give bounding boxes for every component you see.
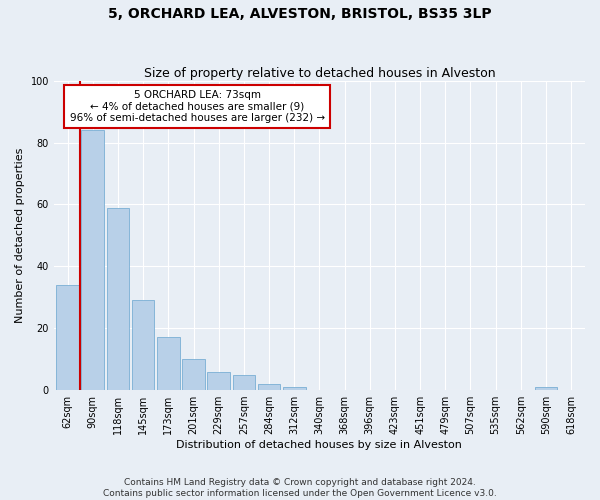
Text: 5 ORCHARD LEA: 73sqm
← 4% of detached houses are smaller (9)
96% of semi-detache: 5 ORCHARD LEA: 73sqm ← 4% of detached ho… [70,90,325,123]
Bar [82,130,104,390]
Bar [208,372,230,390]
Bar [535,387,557,390]
Y-axis label: Number of detached properties: Number of detached properties [15,148,25,323]
Bar [56,285,79,390]
Title: Size of property relative to detached houses in Alveston: Size of property relative to detached ho… [143,66,495,80]
X-axis label: Distribution of detached houses by size in Alveston: Distribution of detached houses by size … [176,440,463,450]
Bar [107,208,130,390]
Bar [283,387,305,390]
Bar [132,300,154,390]
Bar [258,384,280,390]
Text: Contains HM Land Registry data © Crown copyright and database right 2024.
Contai: Contains HM Land Registry data © Crown c… [103,478,497,498]
Bar [157,338,179,390]
Bar [182,359,205,390]
Text: 5, ORCHARD LEA, ALVESTON, BRISTOL, BS35 3LP: 5, ORCHARD LEA, ALVESTON, BRISTOL, BS35 … [108,8,492,22]
Bar [233,374,255,390]
